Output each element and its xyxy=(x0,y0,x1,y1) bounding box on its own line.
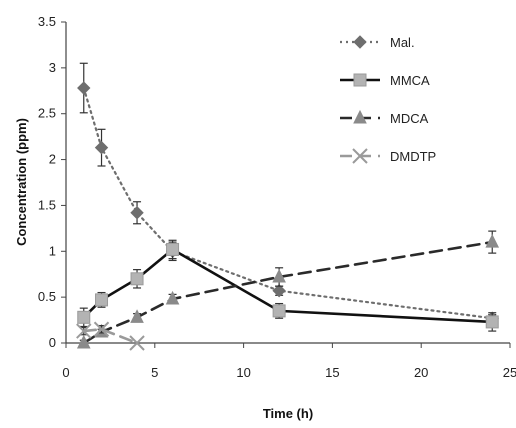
x-tick-label: 15 xyxy=(325,365,339,380)
y-tick-label: 3.5 xyxy=(38,14,56,29)
data-point xyxy=(272,304,286,318)
series-line xyxy=(82,86,494,320)
y-tick-label: 1 xyxy=(49,243,56,258)
y-tick-label: 2 xyxy=(49,152,56,167)
x-tick-label: 10 xyxy=(236,365,250,380)
series-mdca xyxy=(76,230,500,349)
y-tick-label: 1.5 xyxy=(38,197,56,212)
x-tick-label: 0 xyxy=(62,365,69,380)
x-tick-label: 25 xyxy=(503,365,516,380)
legend: Mal. MMCA MDCA DMDTP xyxy=(340,35,436,164)
data-point xyxy=(272,268,286,283)
y-tick-label: 0.5 xyxy=(38,289,56,304)
series-mmca xyxy=(77,239,499,332)
data-point xyxy=(93,321,110,337)
x-axis-title: Time (h) xyxy=(263,406,313,421)
y-tick-label: 0 xyxy=(49,335,56,350)
data-point xyxy=(77,81,91,95)
legend-swatch-marker xyxy=(352,148,368,164)
data-point xyxy=(130,272,144,286)
legend-swatch-marker xyxy=(353,109,367,124)
legend-label: Mal. xyxy=(390,35,415,50)
data-point xyxy=(272,284,286,298)
data-point xyxy=(485,233,500,248)
series-layer xyxy=(76,62,500,351)
axes xyxy=(65,22,510,344)
legend-swatch-marker xyxy=(353,35,367,49)
data-point xyxy=(129,335,145,351)
y-ticks: 0 0.5 1 1.5 2 2.5 3 3.5 xyxy=(38,14,66,350)
y-tick-label: 3 xyxy=(49,60,56,75)
data-point xyxy=(77,310,91,324)
x-tick-label: 5 xyxy=(151,365,158,380)
y-axis-title: Concentration (ppm) xyxy=(14,118,29,246)
legend-swatch-marker xyxy=(353,73,367,87)
legend-label: MDCA xyxy=(390,111,429,126)
legend-item: MMCA xyxy=(340,73,430,88)
legend-item: DMDTP xyxy=(340,148,436,164)
data-point xyxy=(95,293,109,307)
x-tick-label: 20 xyxy=(414,365,428,380)
data-point xyxy=(94,140,109,155)
legend-label: DMDTP xyxy=(390,149,436,164)
data-point xyxy=(76,334,91,349)
data-point xyxy=(76,323,92,339)
x-ticks: 0 5 10 15 20 25 xyxy=(62,343,516,380)
data-point xyxy=(130,206,144,220)
data-point xyxy=(165,290,180,305)
legend-item: MDCA xyxy=(340,109,429,126)
data-point xyxy=(130,309,144,323)
legend-item: Mal. xyxy=(340,35,415,50)
series-dmdtp xyxy=(76,321,145,351)
data-point xyxy=(166,242,180,256)
data-point xyxy=(485,315,499,329)
series-line xyxy=(82,240,494,345)
y-tick-label: 2.5 xyxy=(38,106,56,121)
series-line xyxy=(82,327,139,345)
legend-label: MMCA xyxy=(390,73,430,88)
